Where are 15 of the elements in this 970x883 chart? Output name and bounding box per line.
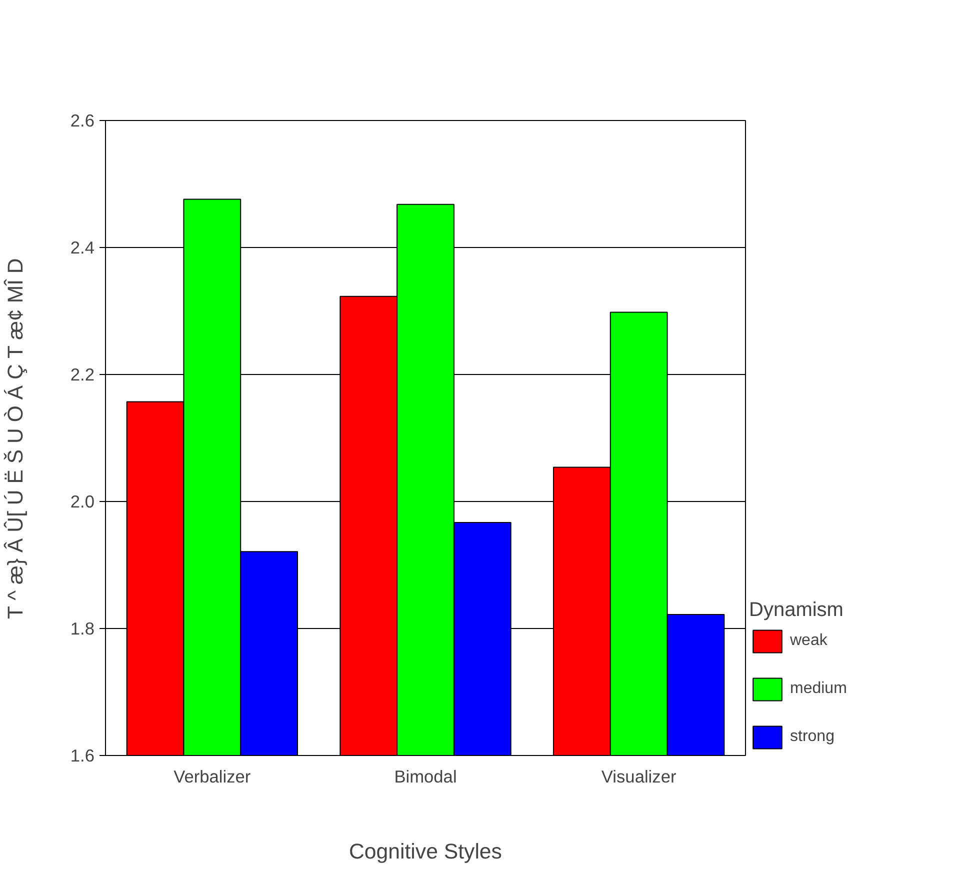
x-axis-title: Cognitive Styles <box>349 840 502 864</box>
y-tick-label: 2.0 <box>70 492 95 512</box>
legend-label: medium <box>790 680 847 698</box>
legend-label: weak <box>790 632 828 650</box>
x-tick-label: Visualizer <box>601 766 676 786</box>
y-tick-label: 2.6 <box>70 110 95 130</box>
y-tick-label: 2.2 <box>70 364 95 384</box>
x-tick-label: Verbalizer <box>174 766 251 786</box>
y-tick-label: 1.8 <box>70 618 95 638</box>
legend-label: strong <box>790 728 834 746</box>
y-axis-title: T ^ æ} Â Û[ Ú Ë Š U Ò Á Ç T æ¢ MÎ D <box>3 258 28 619</box>
legend-title: Dynamism <box>749 599 844 622</box>
y-tick-label: 2.4 <box>70 238 95 258</box>
x-tick-label: Bimodal <box>394 766 457 786</box>
y-tick-label: 1.6 <box>70 746 95 766</box>
